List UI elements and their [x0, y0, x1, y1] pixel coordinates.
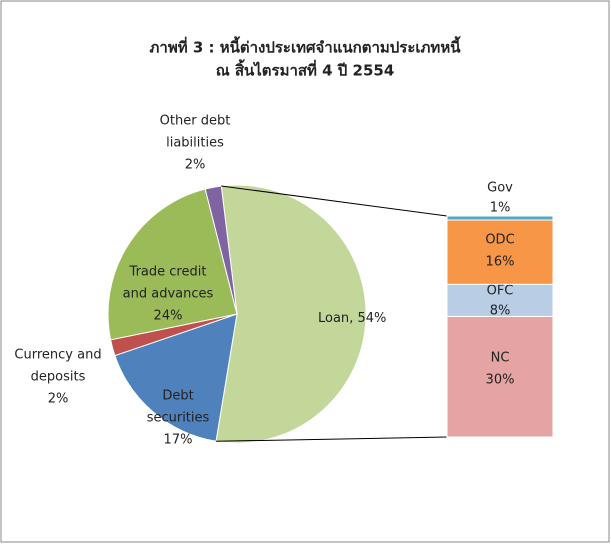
value-label: 30%	[486, 373, 515, 388]
category-label: Currency and	[14, 348, 101, 363]
value-label: 8%	[490, 304, 511, 319]
bar-segment	[446, 315, 554, 438]
category-label: securities	[147, 411, 210, 426]
category-label: Trade credit	[129, 265, 207, 280]
value-label: 24%	[154, 309, 183, 324]
pie-slice	[107, 188, 238, 341]
connector-line	[216, 436, 448, 442]
chart-title: ณ สิ้นไตรมาสที่ 4 ปี 2554	[216, 59, 395, 80]
category-label: OFC	[487, 284, 514, 299]
category-label: Loan	[318, 311, 349, 326]
chart-title: ภาพที่ 3 : หนี้ต่างประเทศจำแนกตามประเภทห…	[150, 36, 462, 57]
value-label: , 54%	[349, 311, 386, 326]
pie-slice	[215, 184, 367, 444]
value-label: 16%	[486, 255, 515, 270]
bar-segment	[446, 283, 554, 317]
category-label: Gov	[487, 181, 513, 196]
category-label: NC	[491, 351, 510, 366]
pie-slice	[204, 185, 238, 315]
pie-slice	[114, 313, 238, 442]
connector-line	[221, 185, 448, 217]
value-label: 17%	[164, 433, 193, 448]
value-label: 2%	[185, 158, 206, 173]
category-label: deposits	[31, 370, 86, 385]
bar-segment	[446, 215, 554, 221]
data-label: Loan, 54%	[318, 311, 386, 326]
category-label: ODC	[485, 233, 514, 248]
category-label: Other debt	[160, 114, 231, 129]
category-label: Debt	[162, 389, 193, 404]
category-label: and advances	[123, 287, 214, 302]
bar-segment	[446, 219, 554, 285]
value-label: 2%	[48, 392, 69, 407]
category-label: liabilities	[166, 136, 224, 151]
value-label: 1%	[490, 201, 511, 216]
